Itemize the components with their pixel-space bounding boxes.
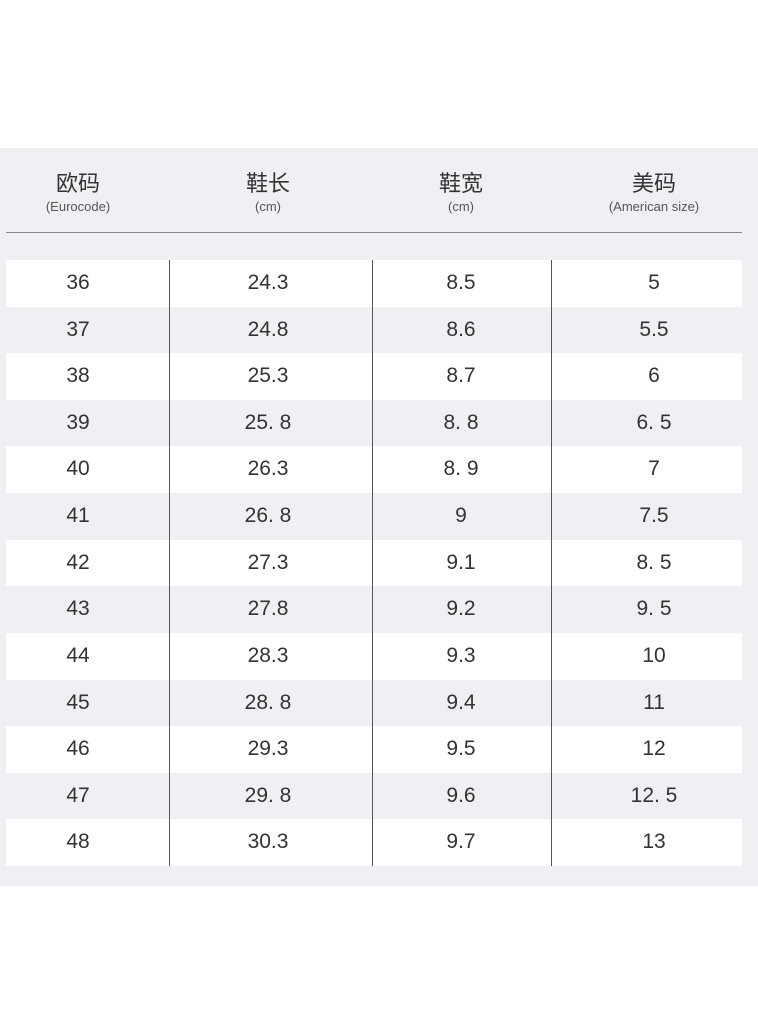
table-row: 37 24.8 8.6 5.5 [6, 307, 742, 354]
table-cell: 25.3 [247, 364, 289, 388]
header-title: 欧码 [55, 171, 100, 196]
table-cell: 9.7 [446, 830, 476, 854]
header-title: 鞋长 [245, 171, 290, 196]
table-row: 47 29. 8 9.6 12. 5 [6, 773, 742, 820]
table-cell: 12. 5 [630, 783, 678, 807]
table-cell: 48 [66, 830, 90, 854]
table-cell: 28.3 [247, 643, 289, 667]
table-row: 43 27.8 9.2 9. 5 [6, 586, 742, 633]
table-cell: 39 [66, 410, 90, 434]
table-cell: 41 [66, 504, 90, 528]
table-cell: 43 [66, 597, 90, 621]
table-cell: 24.3 [247, 271, 289, 294]
table-cell: 9.2 [446, 597, 476, 621]
table-cell: 8. 8 [443, 410, 479, 434]
header-subtitle: (Eurocode) [45, 199, 111, 214]
table-cell: 9. 5 [636, 597, 672, 621]
table-cell: 10 [642, 643, 666, 667]
table-cell: 5 [648, 271, 660, 294]
table-cell: 44 [66, 643, 90, 667]
table-row: 39 25. 8 8. 8 6. 5 [6, 400, 742, 447]
table-row: 45 28. 8 9.4 11 [6, 680, 742, 727]
table-cell: 9.4 [446, 690, 476, 714]
header-title: 美码 [631, 171, 676, 196]
table-cell: 25. 8 [244, 410, 292, 434]
column-divider [551, 260, 552, 866]
header-cell: 美码 (American size) [554, 170, 754, 216]
table-row: 38 25.3 8.7 6 [6, 353, 742, 400]
table-row: 40 26.3 8. 9 7 [6, 446, 742, 494]
table-cell: 26.3 [247, 457, 289, 481]
table-cell: 5.5 [639, 317, 669, 341]
table-cell: 29.3 [247, 737, 289, 761]
table-cell: 42 [66, 550, 90, 574]
table-cell: 8. 9 [443, 457, 479, 481]
table-cell: 9.3 [446, 643, 476, 667]
table-cell: 11 [643, 690, 665, 714]
size-table: 欧码 (Eurocode) 鞋长 (cm) 鞋宽 (cm) 美码 (American size… [0, 148, 758, 886]
table-row: 48 30.3 9.7 13 [6, 819, 742, 866]
table-cell: 9.5 [446, 737, 476, 761]
table-cell: 9.1 [446, 550, 476, 574]
table-cell: 38 [66, 364, 90, 388]
table-cell: 12 [642, 737, 666, 761]
table-row: 46 29.3 9.5 12 [6, 726, 742, 773]
table-cell: 40 [66, 457, 90, 481]
table-cell: 37 [66, 317, 90, 341]
table-cell: 30.3 [247, 830, 289, 854]
table-cell: 46 [66, 737, 90, 761]
table-cell: 9.6 [446, 783, 476, 807]
table-cell: 24.8 [247, 317, 289, 341]
table-cell: 7 [648, 457, 660, 481]
header-cell: 鞋宽 (cm) [361, 170, 561, 216]
table-cell: 8.7 [446, 364, 476, 388]
column-divider [372, 260, 373, 866]
table-cell: 29. 8 [244, 783, 292, 807]
header-subtitle: (American size) [608, 199, 700, 214]
table-cell: 6. 5 [636, 410, 672, 434]
table-row: 44 28.3 9.3 10 [6, 632, 742, 680]
header-subtitle: (cm) [255, 199, 281, 214]
header-subtitle: (cm) [448, 199, 474, 214]
table-row: 42 27.3 9.1 8. 5 [6, 539, 742, 587]
header-cell: 鞋长 (cm) [168, 170, 368, 216]
table-cell: 28. 8 [244, 690, 292, 714]
table-cell: 8.5 [446, 271, 476, 294]
table-cell: 27.8 [247, 597, 289, 621]
table-row: 36 24.3 8.5 5 [6, 260, 742, 307]
table-row: 41 26. 8 9 7.5 [6, 493, 742, 540]
table-cell: 8.6 [446, 317, 476, 341]
table-cell: 6 [648, 364, 660, 388]
table-cell: 26. 8 [244, 504, 292, 528]
table-cell: 8. 5 [636, 550, 672, 574]
table-cell: 9 [455, 504, 467, 528]
table-cell: 7.5 [639, 504, 669, 528]
header-rule [6, 232, 742, 233]
header-cell: 欧码 (Eurocode) [0, 170, 178, 216]
table-cell: 45 [66, 690, 90, 714]
table-cell: 13 [642, 830, 666, 854]
table-cell: 27.3 [247, 550, 289, 574]
header-title: 鞋宽 [438, 171, 483, 196]
table-cell: 47 [66, 783, 90, 807]
table-cell: 36 [66, 271, 90, 294]
column-divider [169, 260, 170, 866]
